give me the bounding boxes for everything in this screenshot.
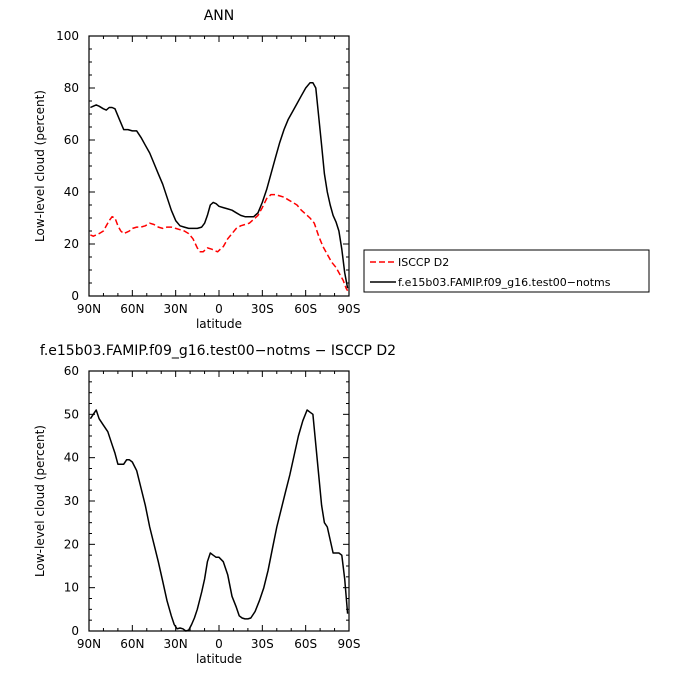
x-tick-label: 30N <box>164 302 188 316</box>
y-tick-label: 50 <box>64 407 79 421</box>
chart-title: f.e15b03.FAMIP.f09_g16.test00−notms − IS… <box>40 343 396 359</box>
chart-title: ANN <box>204 8 235 24</box>
y-tick-label: 20 <box>64 237 79 251</box>
bottom-panel: f.e15b03.FAMIP.f09_g16.test00−notms − IS… <box>33 343 396 666</box>
series-line-1 <box>90 82 349 289</box>
x-tick-label: 90N <box>77 637 101 651</box>
x-tick-label: 30S <box>251 302 274 316</box>
x-tick-label: 90S <box>338 637 361 651</box>
x-axis-title: latitude <box>196 317 242 331</box>
x-tick-label: 60N <box>120 302 144 316</box>
y-tick-label: 100 <box>56 29 79 43</box>
x-tick-label: 0 <box>215 637 223 651</box>
y-axis-title: Low-level cloud (percent) <box>33 90 47 242</box>
plot-frame <box>88 35 350 297</box>
y-axis-title: Low-level cloud (percent) <box>33 425 47 577</box>
plot-frame <box>88 370 350 632</box>
y-tick-label: 10 <box>64 581 79 595</box>
y-tick-label: 30 <box>64 494 79 508</box>
legend-box <box>363 249 650 293</box>
legend-label-1: f.e15b03.FAMIP.f09_g16.test00−notms <box>398 276 611 289</box>
x-tick-label: 30S <box>251 637 274 651</box>
y-tick-label: 60 <box>64 364 79 378</box>
x-tick-label: 90S <box>338 302 361 316</box>
series-line-0 <box>90 193 349 292</box>
x-tick-label: 60N <box>120 637 144 651</box>
x-tick-label: 60S <box>294 637 317 651</box>
x-axis-title: latitude <box>196 652 242 666</box>
series-line-0 <box>89 409 349 632</box>
x-tick-label: 60S <box>294 302 317 316</box>
x-tick-label: 90N <box>77 302 101 316</box>
top-panel: ANN 90N 60N 30N 0 30S 60S 90S 0 20 40 60 80 100 latitu… <box>33 8 650 331</box>
y-tick-label: 40 <box>64 185 79 199</box>
legend-label-0: ISCCP D2 <box>398 256 449 269</box>
y-tick-label: 60 <box>64 133 79 147</box>
y-tick-label: 80 <box>64 81 79 95</box>
y-tick-label: 40 <box>64 451 79 465</box>
x-tick-label: 0 <box>215 302 223 316</box>
x-tick-label: 30N <box>164 637 188 651</box>
y-tick-label: 0 <box>71 624 79 638</box>
y-tick-label: 20 <box>64 537 79 551</box>
y-tick-label: 0 <box>71 289 79 303</box>
